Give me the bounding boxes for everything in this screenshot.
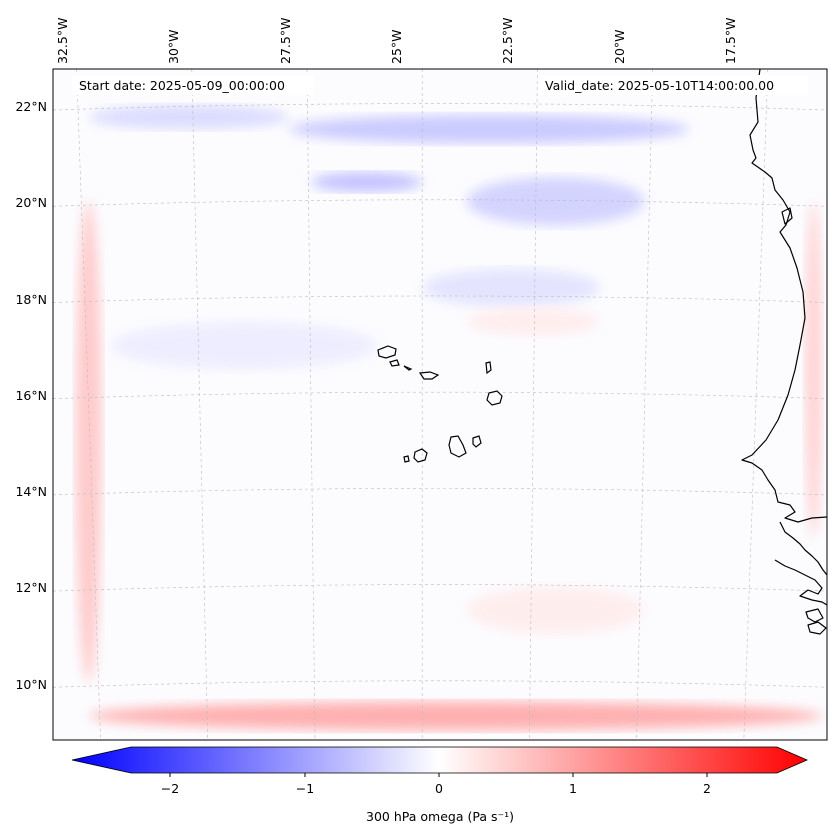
start-date-label: Start date: 2025-05-09_00:00:00: [79, 78, 285, 93]
omega-negative-region: [110, 321, 378, 370]
colorbar-tick-label: −1: [296, 781, 314, 796]
lon-label: 22.5°W: [500, 18, 515, 64]
lon-label: 32.5°W: [55, 18, 70, 64]
lat-label: 14°N: [15, 484, 47, 499]
omega-positive-region: [88, 701, 823, 731]
lat-label: 18°N: [15, 292, 47, 307]
coastline-guinea-bissau: [774, 559, 827, 606]
colorbar-label: 300 hPa omega (Pa s⁻¹): [366, 809, 514, 824]
colorbar-ticks: [169, 773, 708, 777]
cape-verde-island: [403, 365, 413, 371]
colorbar-tick-label: 0: [435, 781, 443, 796]
omega-positive-region: [804, 201, 823, 538]
cape-verde-island: [413, 448, 428, 463]
start-date-box: [72, 75, 314, 95]
cape-verde-island: [377, 345, 397, 359]
omega-negative-region: [422, 268, 601, 308]
colorbar-bar: [71, 746, 809, 774]
parallel-line: [53, 199, 827, 207]
parallel-line: [53, 295, 827, 303]
lon-label: 25°W: [389, 29, 404, 64]
parallel-line: [53, 584, 827, 592]
cape-verde-island: [472, 435, 482, 448]
cape-verde-island: [418, 371, 440, 380]
lon-label: 17.5°W: [723, 18, 738, 64]
meridian-line: [306, 69, 316, 740]
omega-positive-region: [466, 586, 645, 635]
cape-verde-island: [389, 359, 400, 367]
meridian-line: [743, 69, 769, 740]
meridian-line: [191, 69, 209, 740]
longitude-labels: 32.5°W 30°W 27.5°W 25°W 22.5°W 20°W 17.5…: [55, 18, 738, 64]
meridian-line: [636, 69, 653, 740]
cape-verde-island: [485, 361, 492, 375]
coastline-bijagos: [807, 621, 827, 635]
coastline-gambia: [779, 521, 827, 576]
cape-verde-island: [403, 455, 410, 463]
omega-positive-region: [75, 201, 102, 683]
lon-label: 27.5°W: [278, 18, 293, 64]
coastline-banc-arguin: [781, 207, 793, 225]
parallel-line: [53, 391, 827, 399]
parallel-line: [53, 103, 827, 111]
lat-label: 10°N: [15, 677, 47, 692]
meridian-line: [76, 69, 101, 740]
colorbar-tick-label: 1: [569, 781, 577, 796]
map-background: [53, 69, 827, 740]
omega-negative-region: [288, 114, 690, 144]
lat-label: 12°N: [15, 580, 47, 595]
omega-positive-region: [466, 307, 601, 336]
omega-field: [75, 105, 823, 731]
omega-negative-region: [88, 105, 289, 130]
lon-label: 20°W: [612, 29, 627, 64]
latitude-labels: 22°N 20°N 18°N 16°N 14°N 12°N 10°N: [15, 99, 47, 692]
omega-negative-region: [466, 177, 645, 226]
meridian-line: [529, 69, 538, 740]
valid-date-box: [538, 75, 808, 95]
colorbar: −2 −1 0 1 2 300 hPa omega (Pa s⁻¹): [71, 746, 809, 824]
coastline-bijagos: [805, 608, 824, 623]
lat-label: 22°N: [15, 99, 47, 114]
map-frame: [52, 68, 828, 741]
cape-verde-island: [448, 435, 467, 458]
omega-negative-region: [311, 172, 423, 192]
coastlines: [377, 69, 827, 635]
valid-date-label: Valid_date: 2025-05-10T14:00:00.00: [545, 78, 774, 93]
lat-label: 20°N: [15, 195, 47, 210]
coastline-africa: [741, 69, 827, 523]
lat-label: 16°N: [15, 388, 47, 403]
parallel-line: [53, 680, 827, 688]
colorbar-tick-label: −2: [161, 781, 179, 796]
colorbar-tick-label: 2: [703, 781, 711, 796]
cape-verde-island: [486, 390, 503, 406]
map-panel: Start date: 2025-05-09_00:00:00 Valid_da…: [52, 68, 828, 741]
graticule: [53, 69, 827, 740]
parallel-line: [53, 488, 827, 496]
lon-label: 30°W: [166, 29, 181, 64]
